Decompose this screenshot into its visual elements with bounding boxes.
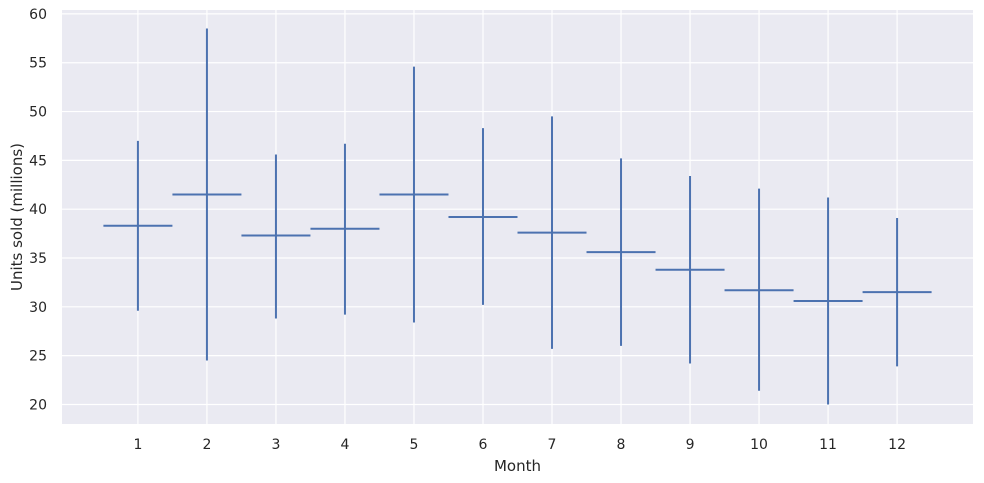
- x-tick-label: 5: [410, 437, 419, 453]
- y-tick-label: 20: [29, 397, 47, 413]
- x-tick-label: 2: [202, 437, 211, 453]
- y-tick-label: 40: [29, 202, 47, 218]
- y-tick-label: 35: [29, 251, 47, 267]
- x-tick-label: 12: [888, 437, 906, 453]
- y-tick-label: 45: [29, 153, 47, 169]
- x-axis-label: Month: [494, 457, 541, 475]
- error-bar-month-8: [586, 158, 656, 346]
- x-tick-label: 3: [271, 437, 280, 453]
- y-tick-label: 60: [29, 7, 47, 23]
- x-tick-label: 1: [133, 437, 142, 453]
- y-tick-label: 30: [29, 300, 47, 316]
- error-bars: [103, 28, 932, 405]
- error-bar-month-10: [724, 188, 794, 391]
- x-tick-labels: 1 2 3 4 5 6 7 8 9 10 11 12: [133, 437, 906, 453]
- error-bar-month-7: [517, 116, 587, 349]
- x-tick-label: 8: [617, 437, 626, 453]
- error-bar-month-11: [793, 197, 863, 405]
- x-tick-label: 4: [341, 437, 350, 453]
- x-tick-label: 11: [819, 437, 837, 453]
- error-bar-month-12: [862, 217, 932, 367]
- error-bar-month-1: [103, 140, 173, 311]
- y-tick-label: 25: [29, 349, 47, 365]
- error-bar-month-5: [379, 66, 449, 323]
- y-tick-label: 55: [29, 56, 47, 72]
- error-bar-month-9: [655, 175, 725, 364]
- x-tick-label: 9: [686, 437, 695, 453]
- error-bar-month-4: [310, 143, 380, 315]
- x-tick-label: 6: [479, 437, 488, 453]
- y-axis-label: Units sold (millions): [8, 143, 26, 291]
- x-tick-label: 7: [548, 437, 557, 453]
- error-bar-month-3: [241, 154, 311, 319]
- error-bar-month-6: [448, 128, 518, 305]
- y-tick-label: 50: [29, 105, 47, 121]
- y-tick-labels: 20 25 30 35 40 45 50 55 60: [29, 7, 47, 414]
- error-bar-month-2: [172, 28, 242, 361]
- x-tick-label: 10: [750, 437, 768, 453]
